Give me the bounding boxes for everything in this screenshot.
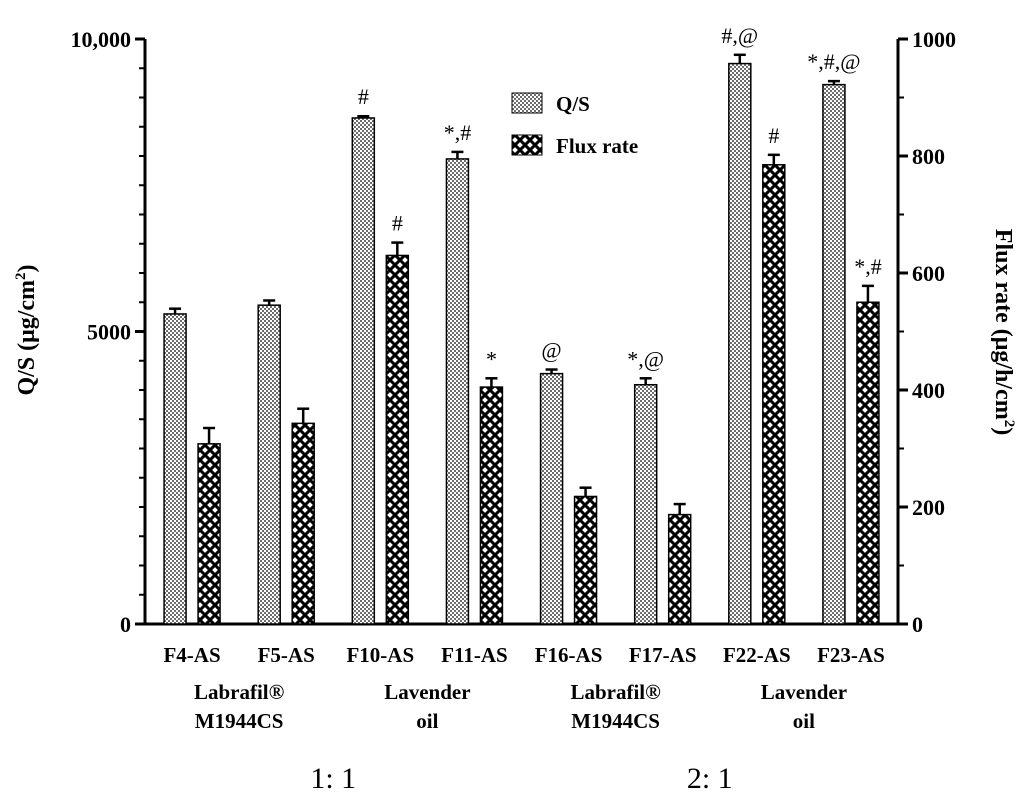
ratio-label: 1: 1 bbox=[310, 762, 356, 795]
bar-qs-f4-as bbox=[163, 313, 187, 625]
y-right-axis-label-end: ) bbox=[990, 427, 1016, 435]
significance-label: *,# bbox=[854, 254, 882, 279]
legend-label-flux: Flux rate bbox=[556, 134, 638, 158]
group-label: Lavender bbox=[761, 680, 847, 704]
bar-flux-f16-as bbox=[573, 495, 598, 625]
y-right-axis-label: Flux rate (μg/h/cm2) bbox=[990, 229, 1017, 435]
labels: # *,# @ *,@ #,@ *,#,@ # * # *,# F4-AS F5-AS F10-AS F1… bbox=[163, 23, 884, 795]
group-label: M1944CS bbox=[571, 709, 660, 733]
y-left-tick-label: 5000 bbox=[87, 320, 131, 345]
x-tick-label: F4-AS bbox=[163, 643, 220, 667]
x-tick-label: F22-AS bbox=[723, 643, 791, 667]
bar-qs-f22-as bbox=[728, 62, 752, 625]
significance-label: #,@ bbox=[721, 23, 758, 48]
significance-label: # bbox=[358, 84, 369, 109]
significance-label: # bbox=[392, 211, 403, 236]
bar-flux-f23-as bbox=[856, 301, 880, 625]
bar-qs-f16-as bbox=[539, 372, 564, 625]
y-left-tick-label: 0 bbox=[120, 612, 131, 637]
bar-flux-f10-as bbox=[385, 254, 410, 625]
group-label: oil bbox=[416, 709, 438, 733]
x-tick-label: F5-AS bbox=[258, 643, 315, 667]
legend-swatch-qs bbox=[511, 92, 543, 114]
bar-flux-f4-as bbox=[197, 443, 221, 625]
y-left-axis-label-end: ) bbox=[14, 264, 40, 272]
y-right-tick-label: 1000 bbox=[912, 27, 956, 52]
significance-label: *,@ bbox=[627, 346, 664, 371]
y-right-axis-label-sup: 2 bbox=[1001, 420, 1017, 428]
bar-flux-f17-as bbox=[667, 513, 692, 625]
group-label: oil bbox=[793, 709, 815, 733]
y-left-axis-label-main: Q/S (μg/cm bbox=[14, 280, 40, 396]
bar-qs-f17-as bbox=[633, 383, 658, 625]
significance-label: @ bbox=[541, 338, 561, 363]
y-right-axis-label-main: Flux rate (μg/h/cm bbox=[990, 229, 1016, 420]
legend-swatch-flux bbox=[511, 134, 543, 156]
bar-qs-f5-as bbox=[257, 304, 281, 625]
x-tick-label: F11-AS bbox=[441, 643, 508, 667]
x-tick-label: F23-AS bbox=[817, 643, 885, 667]
group-label: Labrafil® bbox=[570, 680, 661, 704]
y-right-tick-label: 200 bbox=[912, 495, 945, 520]
significance-label: *,# bbox=[444, 120, 472, 145]
ratio-label: 2: 1 bbox=[687, 762, 733, 795]
y-right-tick-label: 0 bbox=[912, 612, 923, 637]
y-right-tick-label: 600 bbox=[912, 261, 945, 286]
significance-label: * bbox=[486, 346, 497, 371]
bar-qs-f23-as bbox=[822, 83, 846, 625]
y-left-tick-label: 10,000 bbox=[71, 27, 132, 52]
group-label: M1944CS bbox=[195, 709, 284, 733]
legend: Q/S Flux rate bbox=[511, 92, 638, 158]
bar-qs-f10-as bbox=[351, 117, 376, 625]
bar-flux-f22-as bbox=[762, 164, 786, 625]
y-left-axis-label: Q/S (μg/cm2) bbox=[13, 264, 40, 395]
y-right-tick-label: 400 bbox=[912, 378, 945, 403]
significance-label: *,#,@ bbox=[807, 49, 860, 74]
bars bbox=[163, 53, 880, 625]
group-label: Labrafil® bbox=[194, 680, 285, 704]
group-label: Lavender bbox=[384, 680, 470, 704]
x-tick-label: F16-AS bbox=[535, 643, 603, 667]
x-tick-label: F10-AS bbox=[346, 643, 414, 667]
bar-flux-f5-as bbox=[291, 422, 315, 625]
bar-flux-f11-as bbox=[479, 386, 504, 625]
y-right-tick-label: 800 bbox=[912, 144, 945, 169]
y-left-axis-label-sup: 2 bbox=[13, 272, 29, 280]
legend-label-qs: Q/S bbox=[556, 92, 590, 116]
bar-qs-f11-as bbox=[445, 158, 470, 625]
x-tick-label: F17-AS bbox=[629, 643, 697, 667]
significance-label: # bbox=[768, 123, 779, 148]
